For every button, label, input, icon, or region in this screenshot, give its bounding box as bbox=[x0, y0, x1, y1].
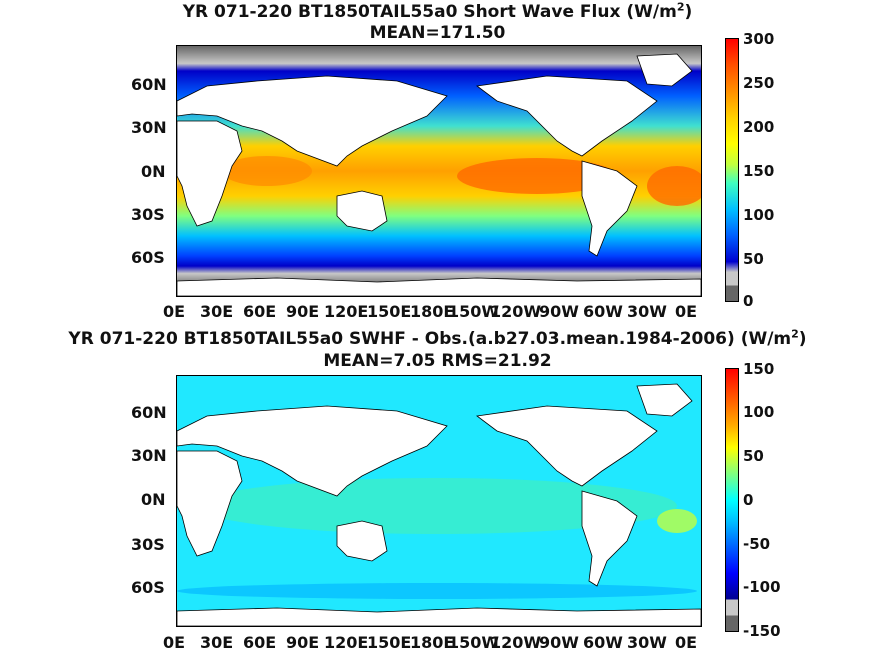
panel1-colorbar-tick: 50 bbox=[743, 250, 764, 268]
panel2-land-eurasia bbox=[177, 405, 448, 497]
panel2-title-text: YR 071-220 BT1850TAIL55a0 SWHF - Obs.(a.… bbox=[68, 329, 792, 349]
panel2-lon-label: 120W bbox=[490, 633, 542, 652]
panel1-land-antarctica bbox=[177, 277, 701, 296]
panel1-land-north-america bbox=[475, 75, 658, 157]
panel1-title-text: YR 071-220 BT1850TAIL55a0 Short Wave Flu… bbox=[182, 2, 677, 22]
panel1-map-svg bbox=[177, 46, 701, 296]
panel1-land-africa bbox=[177, 120, 243, 227]
panel2-title-sup: 2 bbox=[791, 327, 799, 341]
panel2-lon-label: 120E bbox=[324, 633, 369, 652]
panel1-warm-pool-atlantic bbox=[647, 166, 701, 206]
panel1-land-eurasia bbox=[177, 75, 448, 167]
panel1-map bbox=[176, 45, 702, 297]
panel2-land-south-america bbox=[581, 490, 638, 587]
panel2-lat-label: 30N bbox=[131, 446, 167, 465]
panel1-lon-label: 60W bbox=[583, 302, 623, 321]
panel1-colorbar-tick: 250 bbox=[743, 74, 775, 92]
panel2-land-antarctica bbox=[177, 607, 701, 626]
panel1-colorbar-tick: 200 bbox=[743, 118, 775, 136]
panel2-land-greenland bbox=[636, 383, 693, 417]
panel1-warm-pool-indian bbox=[222, 156, 312, 186]
panel1-lon-label: 120W bbox=[490, 302, 542, 321]
panel1-lon-label: 60E bbox=[243, 302, 277, 321]
panel2-land-north-america bbox=[475, 405, 658, 487]
panel2-colorbar bbox=[725, 368, 739, 632]
panel1-lat-label: 0N bbox=[141, 162, 166, 181]
panel2-lon-label: 90W bbox=[539, 633, 579, 652]
panel1-colorbar bbox=[725, 38, 739, 302]
panel2-anomaly-band bbox=[197, 478, 677, 534]
panel1-lon-label: 90W bbox=[539, 302, 579, 321]
panel1-lon-label: 90E bbox=[286, 302, 320, 321]
panel1-lat-label: 30S bbox=[131, 205, 165, 224]
panel1-warm-pool-pacific bbox=[457, 158, 617, 194]
panel2-lon-label: 0E bbox=[675, 633, 698, 652]
panel1-land-south-america bbox=[581, 160, 638, 257]
panel2-lon-label: 30W bbox=[627, 633, 667, 652]
panel2-lon-labels: 0E 30E 60E 90E 120E 150E 180E 150W 120W … bbox=[163, 633, 723, 653]
panel2-colorbar-tick: 150 bbox=[743, 360, 775, 378]
panel2-colorbar-tick: -150 bbox=[743, 622, 781, 640]
panel1-lon-labels: 0E 30E 60E 90E 120E 150E 180E 150W 120W … bbox=[163, 302, 723, 322]
panel1-title-suffix: ) bbox=[684, 2, 693, 22]
panel2-subtitle: MEAN=7.05 RMS=21.92 bbox=[323, 351, 552, 371]
panel2-lat-label: 0N bbox=[141, 490, 166, 509]
panel1-lon-label: 150E bbox=[367, 302, 412, 321]
panel1-lon-label: 0E bbox=[163, 302, 186, 321]
panel1-title: YR 071-220 BT1850TAIL55a0 Short Wave Flu… bbox=[0, 0, 875, 22]
panel1-lon-label: 180E bbox=[410, 302, 455, 321]
panel1-lon-label: 30E bbox=[200, 302, 234, 321]
panel2-lon-label: 60E bbox=[243, 633, 277, 652]
panel1-land-australia bbox=[336, 190, 388, 232]
panel2-land-australia bbox=[336, 520, 388, 562]
panel2-lon-label: 90E bbox=[286, 633, 320, 652]
panel2-lat-label: 60N bbox=[131, 403, 167, 422]
panel1-title-sup: 2 bbox=[676, 0, 685, 14]
panel1-lon-label: 150W bbox=[448, 302, 500, 321]
panel1-lon-label: 120E bbox=[324, 302, 369, 321]
panel2-lon-label: 0E bbox=[163, 633, 186, 652]
panel2-lat-label: 60S bbox=[131, 578, 165, 597]
panel1-lat-label: 30N bbox=[131, 118, 167, 137]
panel1-lat-label: 60S bbox=[131, 248, 165, 267]
panel2-colorbar-tick: 0 bbox=[743, 491, 754, 509]
panel2-colorbar-tick: -50 bbox=[743, 535, 771, 553]
panel2-lon-label: 150E bbox=[367, 633, 412, 652]
panel2-anomaly-warm bbox=[657, 509, 697, 533]
panel1-colorbar-tick: 300 bbox=[743, 30, 775, 48]
panel1-lat-label: 60N bbox=[131, 75, 167, 94]
panel2-lat-label: 30S bbox=[131, 535, 165, 554]
panel2-lon-label: 30E bbox=[200, 633, 234, 652]
panel1-lon-label: 0E bbox=[675, 302, 698, 321]
panel2-lon-label: 60W bbox=[583, 633, 623, 652]
panel2-title: YR 071-220 BT1850TAIL55a0 SWHF - Obs.(a.… bbox=[0, 327, 875, 349]
panel1-lon-label: 30W bbox=[627, 302, 667, 321]
panel2-colorbar-tick: 50 bbox=[743, 447, 764, 465]
panel2-map bbox=[176, 375, 702, 627]
panel2-land-africa bbox=[177, 450, 243, 557]
panel1-colorbar-tick: 150 bbox=[743, 162, 775, 180]
panel2-lon-label: 180E bbox=[410, 633, 455, 652]
panel2-colorbar-tick: -100 bbox=[743, 578, 781, 596]
panel1-colorbar-tick: 0 bbox=[743, 292, 754, 310]
panel2-anomaly-cool bbox=[177, 583, 697, 599]
panel1-land-greenland bbox=[636, 53, 693, 87]
panel2-title-suffix: ) bbox=[798, 329, 807, 349]
panel2-lon-label: 150W bbox=[448, 633, 500, 652]
panel2-map-svg bbox=[177, 376, 701, 626]
panel2-colorbar-tick: 100 bbox=[743, 403, 775, 421]
panel1-subtitle: MEAN=171.50 bbox=[369, 23, 506, 43]
panel1-colorbar-tick: 100 bbox=[743, 206, 775, 224]
